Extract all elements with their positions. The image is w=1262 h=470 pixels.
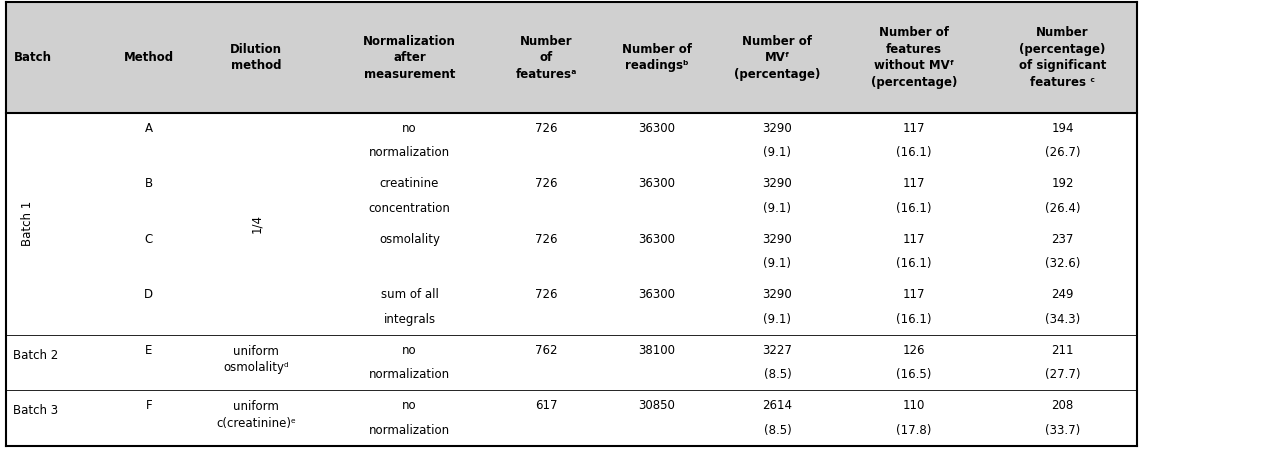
Text: 249: 249 [1051,288,1074,301]
Text: F: F [145,399,153,412]
Text: (16.1): (16.1) [896,313,931,326]
Text: (9.1): (9.1) [764,313,791,326]
Text: Number
(percentage)
of significant
features ᶜ: Number (percentage) of significant featu… [1018,26,1107,89]
Text: (9.1): (9.1) [764,146,791,159]
Text: 38100: 38100 [639,344,675,357]
Text: Batch: Batch [14,51,52,64]
Text: (16.1): (16.1) [896,146,931,159]
Text: Batch 1: Batch 1 [21,201,34,246]
Text: normalization: normalization [369,368,451,381]
Text: 726: 726 [535,233,558,246]
Text: 126: 126 [902,344,925,357]
Text: B: B [145,177,153,190]
Text: sum of all: sum of all [381,288,438,301]
Text: 3227: 3227 [762,344,793,357]
Text: no: no [403,122,416,135]
Text: uniform
osmolalityᵈ: uniform osmolalityᵈ [223,345,289,374]
Text: 3290: 3290 [762,122,793,135]
Text: 617: 617 [535,399,558,412]
Text: 3290: 3290 [762,288,793,301]
Text: 3290: 3290 [762,233,793,246]
Text: Batch 3: Batch 3 [13,404,58,417]
Text: (32.6): (32.6) [1045,257,1080,270]
Text: (8.5): (8.5) [764,423,791,437]
Text: Number
of
featuresᵃ: Number of featuresᵃ [516,35,577,80]
Text: (9.1): (9.1) [764,257,791,270]
Text: 192: 192 [1051,177,1074,190]
Text: (26.4): (26.4) [1045,202,1080,215]
Text: D: D [144,288,154,301]
Text: C: C [145,233,153,246]
Text: 117: 117 [902,288,925,301]
Text: 36300: 36300 [639,122,675,135]
Text: Dilution
method: Dilution method [230,43,283,72]
Text: 208: 208 [1051,399,1074,412]
Text: 3290: 3290 [762,177,793,190]
Text: (8.5): (8.5) [764,368,791,381]
Text: (16.1): (16.1) [896,202,931,215]
Text: creatinine: creatinine [380,177,439,190]
Text: 726: 726 [535,177,558,190]
Text: concentration: concentration [369,202,451,215]
Text: (33.7): (33.7) [1045,423,1080,437]
Text: 726: 726 [535,288,558,301]
Text: 211: 211 [1051,344,1074,357]
Text: Normalization
after
measurement: Normalization after measurement [363,35,456,80]
Text: 117: 117 [902,177,925,190]
Text: 2614: 2614 [762,399,793,412]
Text: (17.8): (17.8) [896,423,931,437]
Text: (16.1): (16.1) [896,257,931,270]
Text: 237: 237 [1051,233,1074,246]
Text: (26.7): (26.7) [1045,146,1080,159]
Text: Number of
MVᶠ
(percentage): Number of MVᶠ (percentage) [734,35,820,80]
Text: no: no [403,399,416,412]
Text: normalization: normalization [369,146,451,159]
Text: integrals: integrals [384,313,435,326]
Text: uniform
c(creatinine)ᵉ: uniform c(creatinine)ᵉ [216,400,297,430]
Text: 30850: 30850 [639,399,675,412]
Bar [6,2,1137,113]
Text: 194: 194 [1051,122,1074,135]
Text: 36300: 36300 [639,233,675,246]
Text: no: no [403,344,416,357]
Text: Number of
readingsᵇ: Number of readingsᵇ [622,43,692,72]
Text: (34.3): (34.3) [1045,313,1080,326]
Text: Batch 2: Batch 2 [13,348,58,361]
Text: 117: 117 [902,122,925,135]
Text: (16.5): (16.5) [896,368,931,381]
Text: 1/4: 1/4 [250,214,262,233]
Text: Method: Method [124,51,174,64]
Text: A: A [145,122,153,135]
Text: 762: 762 [535,344,558,357]
Text: E: E [145,344,153,357]
Text: osmolality: osmolality [379,233,440,246]
Text: Number of
features
without MVᶠ
(percentage): Number of features without MVᶠ (percenta… [871,26,957,89]
Text: 36300: 36300 [639,177,675,190]
Text: 726: 726 [535,122,558,135]
Text: (27.7): (27.7) [1045,368,1080,381]
Text: 36300: 36300 [639,288,675,301]
Text: 117: 117 [902,233,925,246]
Text: 110: 110 [902,399,925,412]
Text: (9.1): (9.1) [764,202,791,215]
Text: normalization: normalization [369,423,451,437]
